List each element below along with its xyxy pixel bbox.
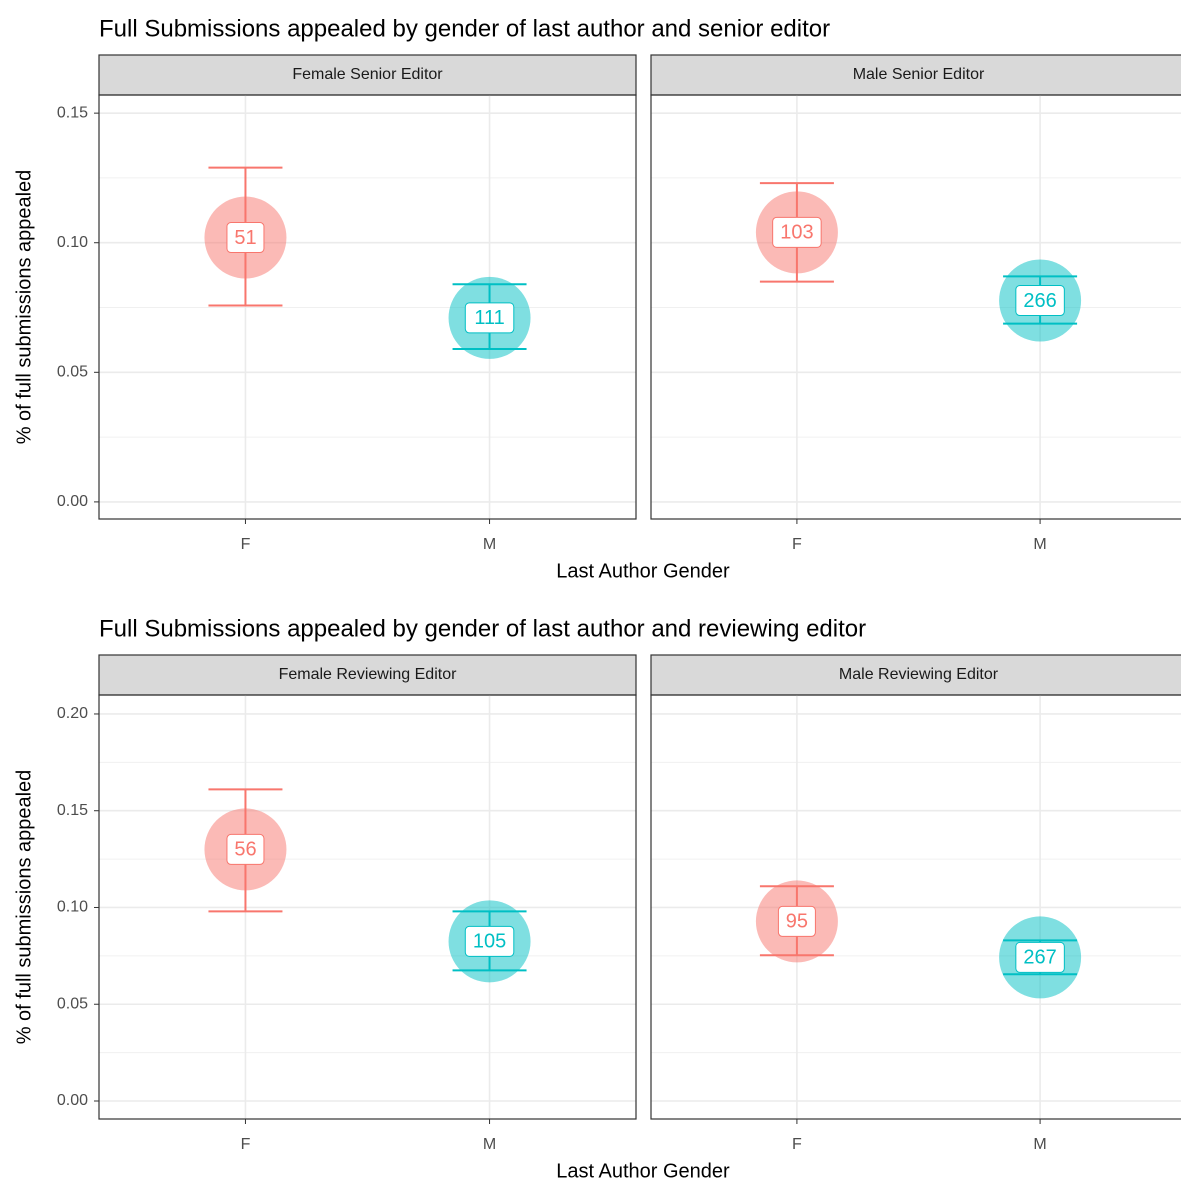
x-tick-label: F: [241, 1136, 251, 1153]
y-tick-label: 0.10: [57, 899, 88, 916]
strip: [98, 654, 637, 696]
count-label-box: [226, 833, 265, 865]
x-tick-label: M: [483, 536, 496, 553]
x-axis-label: Last Author Gender: [556, 1160, 730, 1182]
y-tick-label: 0.00: [57, 1092, 88, 1109]
count-label-box: [1015, 941, 1065, 973]
y-axis-label: % of full submissions appealed: [13, 170, 35, 445]
panel-border: [98, 94, 637, 520]
count-label: 103: [780, 222, 813, 244]
count-label-box: [464, 925, 515, 957]
count-label-box: [1015, 285, 1065, 317]
strip: [650, 654, 1181, 696]
panel-border: [650, 694, 1181, 1120]
y-tick-label: 0.05: [57, 995, 88, 1012]
count-label-box: [226, 222, 265, 254]
panel-border: [650, 94, 1181, 520]
count-label-box: [464, 302, 515, 334]
strip: [98, 54, 637, 96]
x-tick-label: M: [1033, 536, 1046, 553]
count-label: 267: [1023, 947, 1056, 969]
count-label: 51: [234, 227, 256, 249]
strip-label: Male Reviewing Editor: [839, 666, 999, 683]
chart-title: Full Submissions appealed by gender of l…: [99, 615, 866, 642]
count-label-box: [772, 216, 822, 248]
x-tick-label: M: [1033, 1136, 1046, 1153]
strip-label: Female Senior Editor: [292, 66, 443, 83]
y-tick-label: 0.05: [57, 364, 88, 381]
count-label: 95: [786, 911, 808, 933]
y-tick-label: 0.20: [57, 705, 88, 722]
count-label: 111: [474, 307, 504, 329]
count-label: 56: [234, 839, 256, 861]
panel-border: [98, 694, 637, 1120]
y-axis-label: % of full submissions appealed: [13, 770, 35, 1045]
x-tick-label: F: [792, 536, 802, 553]
y-tick-label: 0.15: [57, 802, 88, 819]
y-tick-label: 0.15: [57, 104, 88, 121]
x-tick-label: F: [792, 1136, 802, 1153]
count-label-box: [777, 905, 816, 937]
x-tick-label: F: [241, 536, 251, 553]
count-label: 105: [473, 931, 506, 953]
chart-title: Full Submissions appealed by gender of l…: [99, 15, 830, 42]
strip: [650, 54, 1181, 96]
y-tick-label: 0.00: [57, 493, 88, 510]
strip-label: Female Reviewing Editor: [279, 666, 458, 683]
count-label: 266: [1023, 290, 1056, 312]
strip-label: Male Senior Editor: [853, 66, 985, 83]
x-tick-label: M: [483, 1136, 496, 1153]
x-axis-label: Last Author Gender: [556, 560, 730, 582]
y-tick-label: 0.10: [57, 234, 88, 251]
